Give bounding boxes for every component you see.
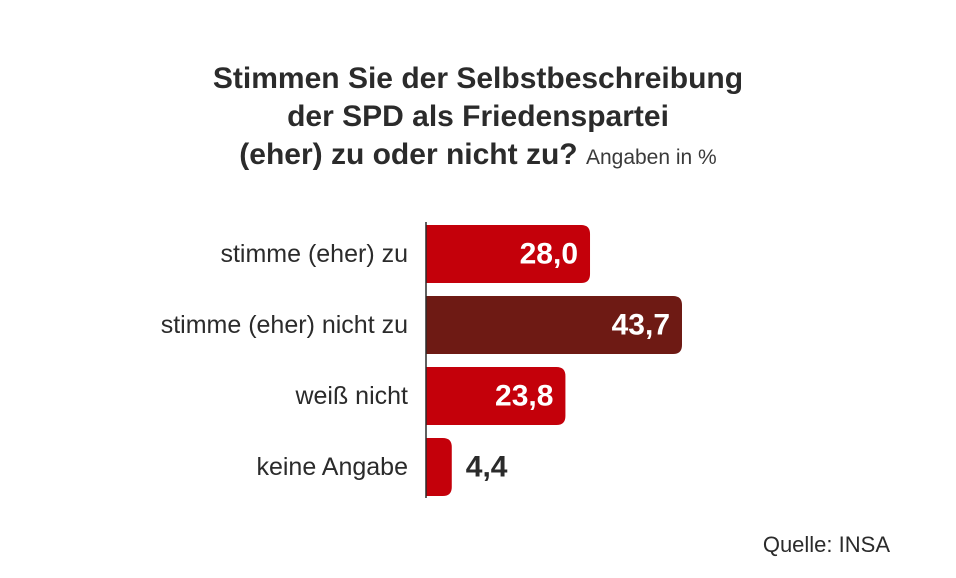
value-label-1: 43,7 [612, 309, 670, 342]
value-label-0: 28,0 [520, 238, 578, 271]
bar-0 [426, 225, 591, 283]
chart-title: Stimmen Sie der Selbstbeschreibung der S… [0, 60, 956, 177]
category-label-3: keine Angabe [256, 453, 408, 481]
source-note: Quelle: INSA [762, 532, 890, 557]
bar-1 [426, 296, 682, 354]
category-label-2: weiß nicht [294, 382, 408, 410]
bar-2 [426, 367, 566, 425]
title-line-2: der SPD als Friedenspartei [287, 100, 669, 133]
title-line-1: Stimmen Sie der Selbstbeschreibung [212, 62, 744, 95]
title-line-3: (eher) zu oder nicht zu? Angaben in % [0, 136, 956, 177]
value-label-2: 23,8 [495, 380, 553, 413]
title-line-3-text: (eher) zu oder nicht zu? [239, 138, 578, 171]
value-label-3: 4,4 [466, 451, 508, 484]
category-label-0: stimme (eher) zu [220, 240, 408, 268]
unit-label: Angaben in % [585, 146, 717, 169]
category-label-1: stimme (eher) nicht zu [161, 311, 408, 339]
bar-3 [426, 438, 452, 496]
